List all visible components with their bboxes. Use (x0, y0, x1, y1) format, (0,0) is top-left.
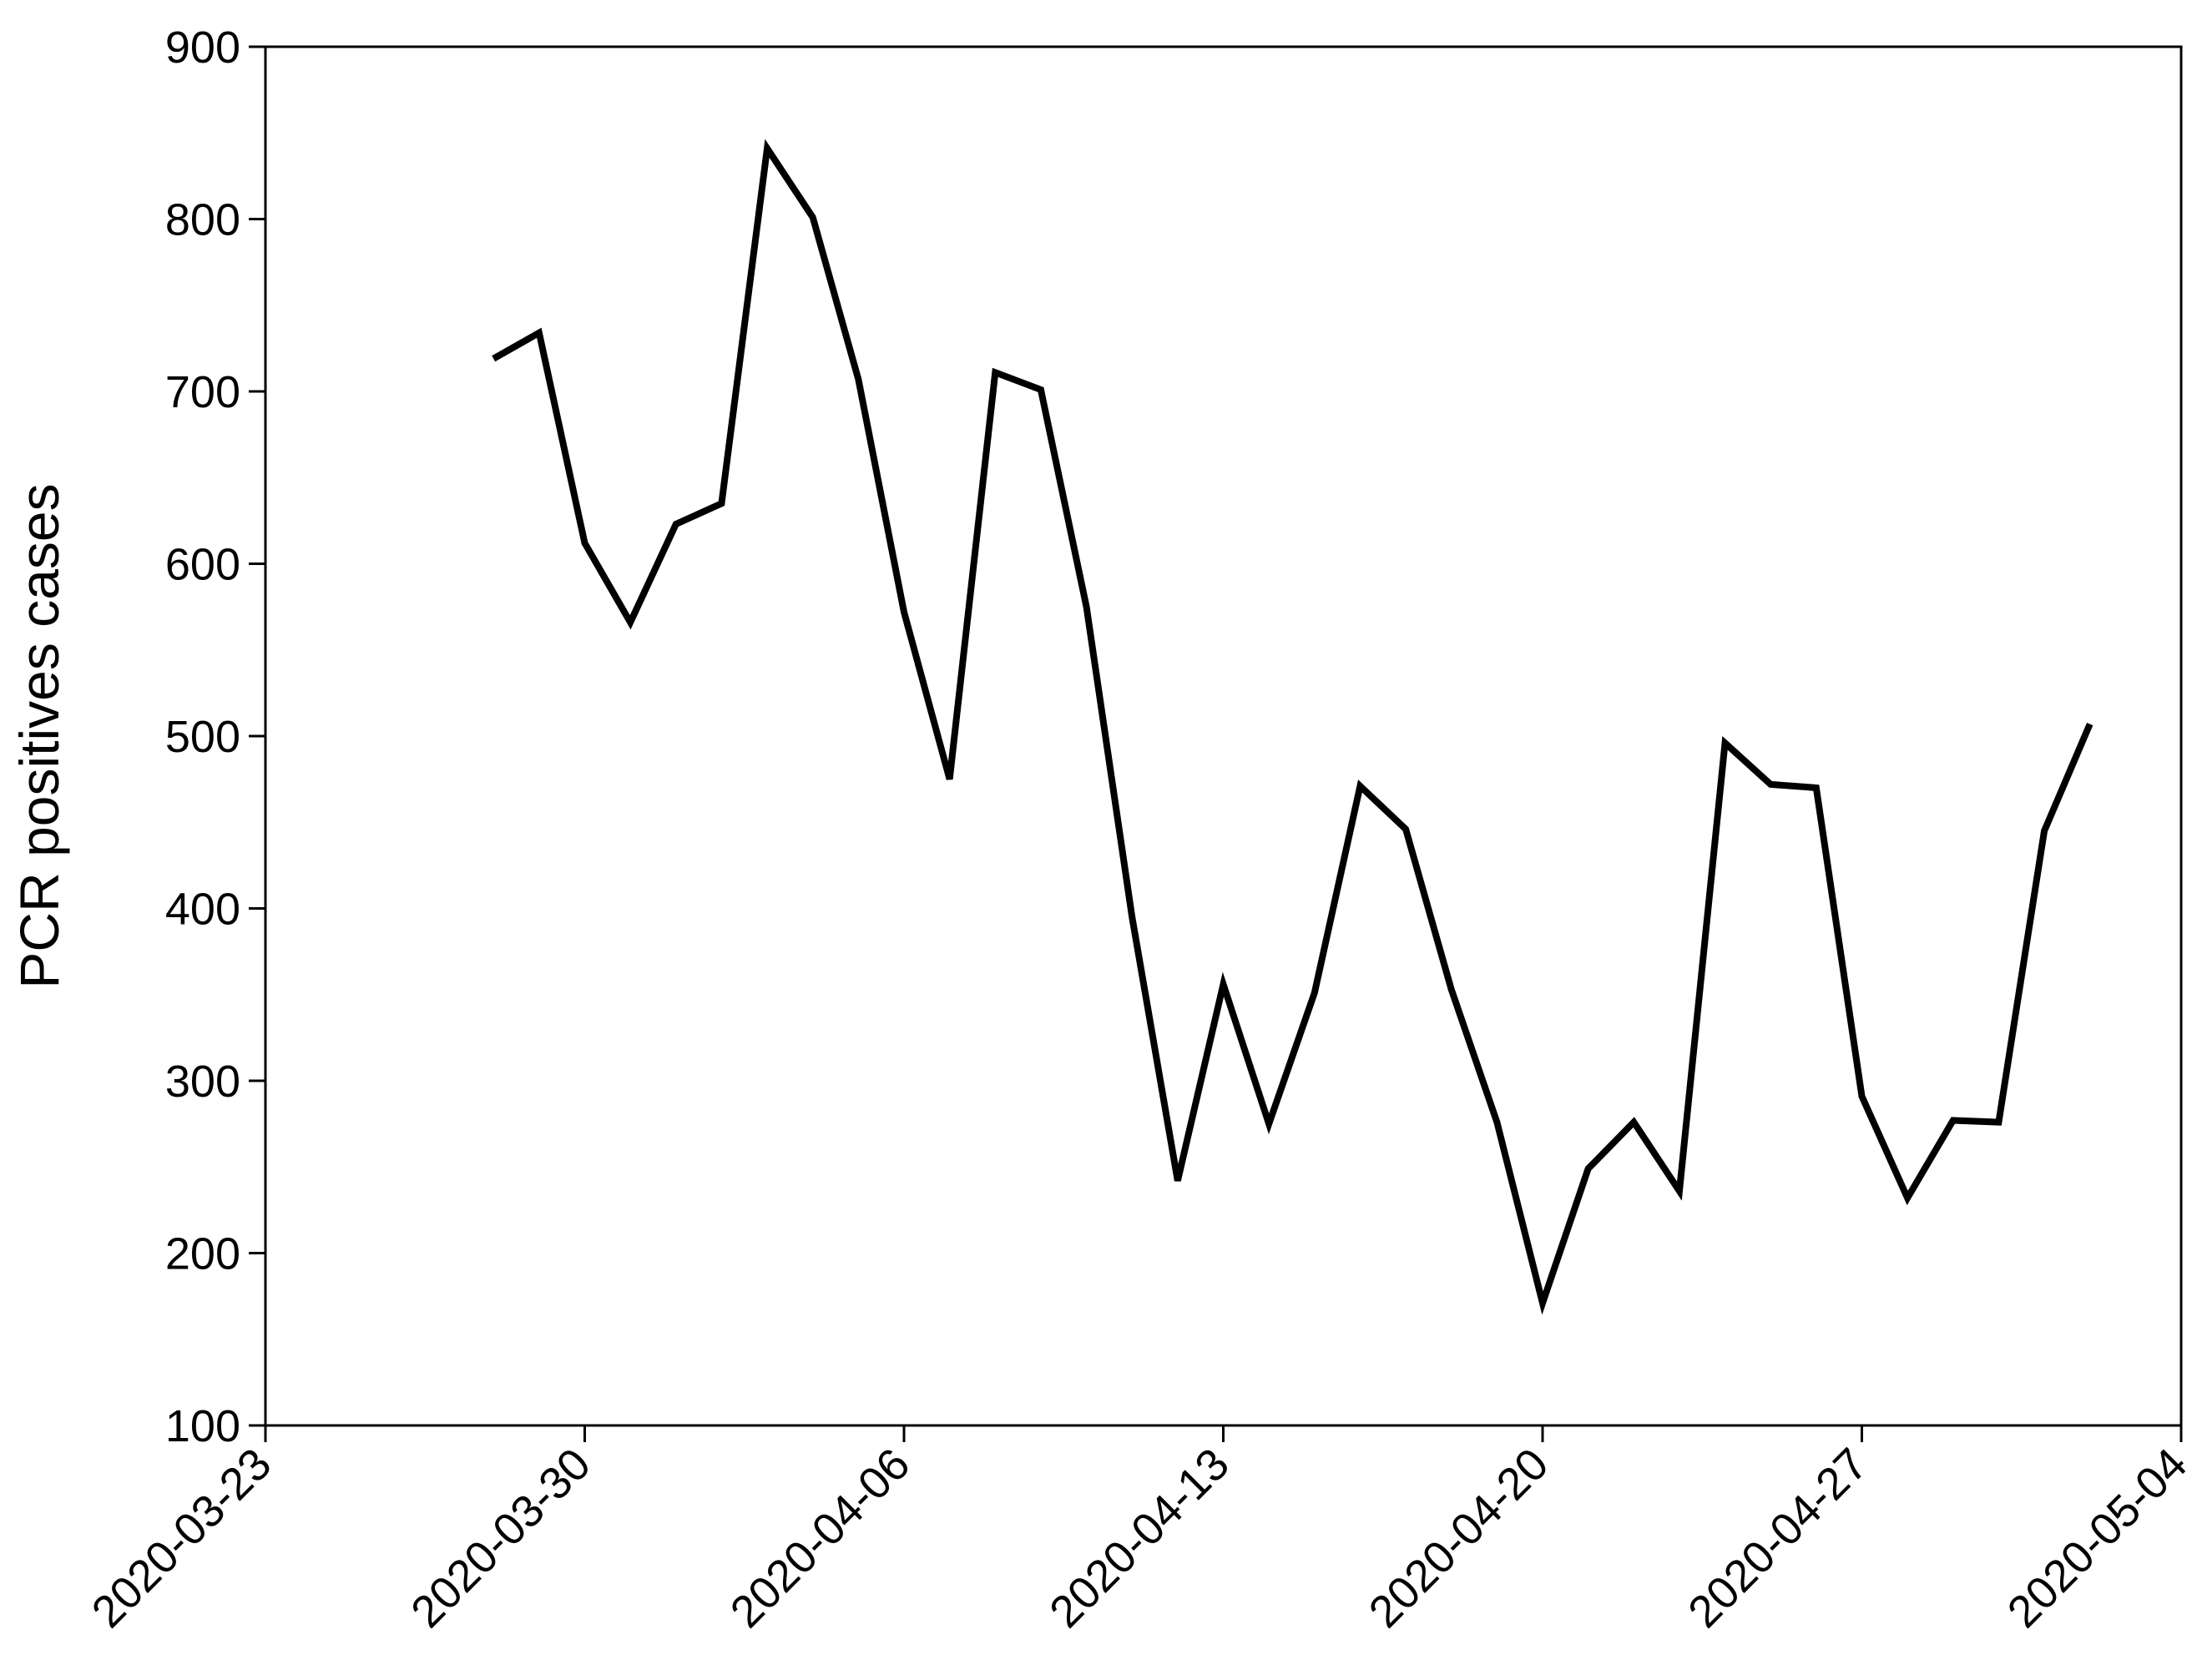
y-tick-label: 700 (165, 367, 240, 417)
y-tick-label: 600 (165, 540, 240, 590)
x-tick-label: 2020-04-06 (721, 1439, 920, 1637)
y-tick-label: 800 (165, 195, 240, 245)
y-axis-label: PCR positives cases (8, 483, 70, 988)
y-tick-label: 400 (165, 885, 240, 935)
y-tick-label: 200 (165, 1229, 240, 1279)
x-tick-label: 2020-03-30 (402, 1439, 600, 1637)
x-tick-label: 2020-04-20 (1360, 1439, 1558, 1637)
x-tick-label: 2020-05-04 (1998, 1439, 2197, 1637)
x-tick-label: 2020-03-23 (83, 1439, 281, 1637)
y-tick-label: 500 (165, 712, 240, 762)
y-tick-label: 900 (165, 23, 240, 73)
plot-frame (264, 45, 2183, 1427)
y-tick-label: 300 (165, 1057, 240, 1107)
x-tick-label: 2020-04-13 (1040, 1439, 1239, 1637)
x-tick-label: 2020-04-27 (1679, 1439, 1877, 1637)
data-line (492, 139, 2093, 1315)
y-tick-label: 100 (165, 1401, 240, 1451)
